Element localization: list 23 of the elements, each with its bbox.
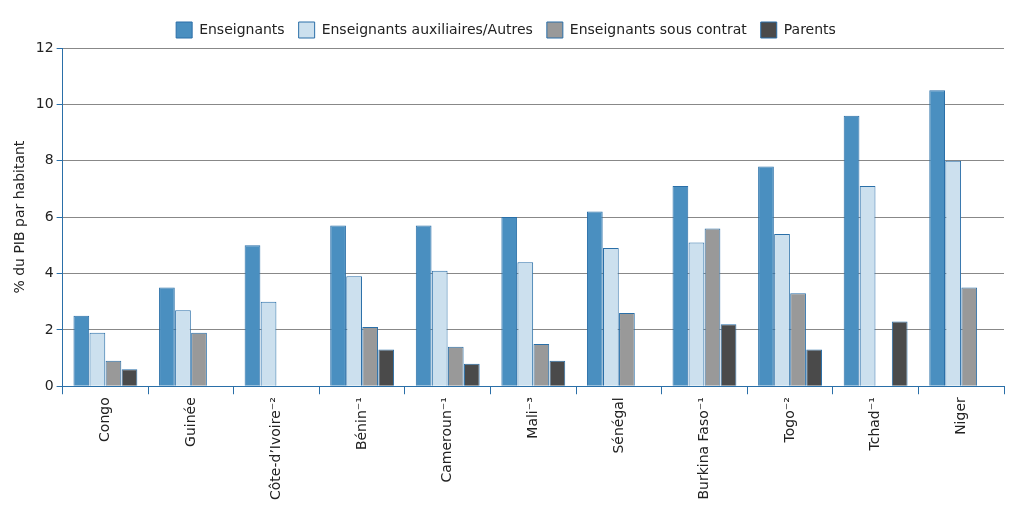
- y-tick-label: 12: [35, 38, 54, 55]
- x-tick-label: Tchad⁻¹: [866, 397, 883, 452]
- x-tick-label: Cameroun⁻¹: [438, 397, 455, 483]
- x-tick-label: Burkina Faso⁻¹: [695, 397, 712, 500]
- y-axis-title: % du PIB par habitant: [11, 140, 28, 294]
- x-tick-label: Togo⁻²: [780, 397, 797, 444]
- legend-label: Enseignants: [199, 20, 285, 37]
- legend-label: Enseignants auxiliaires/Autres: [321, 20, 533, 37]
- x-tick-label: Mali⁻³: [523, 397, 540, 439]
- x-tick-label: Niger: [951, 397, 968, 435]
- y-tick-label: 4: [44, 264, 54, 281]
- x-tick-label: Côte-d’Ivoire⁻²: [267, 397, 284, 500]
- y-tick-label: 2: [44, 320, 54, 337]
- legend-label: Enseignants sous contrat: [569, 20, 748, 37]
- x-tick-label: Guinée: [181, 397, 198, 447]
- x-tick-label: Bénin⁻¹: [352, 397, 369, 451]
- legend-label: Parents: [783, 20, 836, 37]
- y-tick-label: 8: [44, 151, 54, 168]
- y-tick-label: 6: [44, 207, 54, 224]
- x-tick-label: Congo: [96, 397, 113, 442]
- y-tick-label: 0: [44, 376, 54, 393]
- y-tick-label: 10: [35, 95, 54, 112]
- x-tick-label: Sénégal: [609, 397, 626, 454]
